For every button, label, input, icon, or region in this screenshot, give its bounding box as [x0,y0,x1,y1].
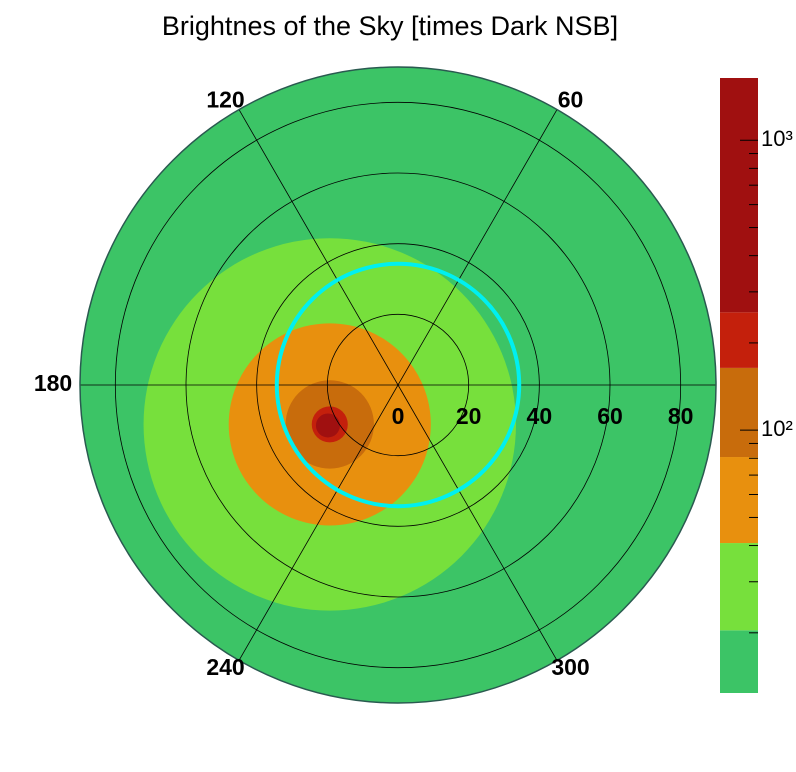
radial-tick-label: 40 [527,403,553,429]
angle-tick-label: 300 [551,654,589,680]
radial-tick-label: 80 [668,403,694,429]
radial-tick-label: 0 [392,403,405,429]
colorbar-band [720,543,758,631]
colorbar-band [720,312,758,368]
outer-border [79,66,717,704]
colorbar-tick-label: 10³ [761,126,793,151]
grid-spoke [238,384,399,661]
zenith-circle [274,261,522,509]
angle-tick-label: 60 [558,86,584,112]
colorbar-band [720,630,758,693]
angle-tick-label: 240 [206,654,244,680]
chart-title: Brightnes of the Sky [times Dark NSB] [162,11,618,41]
contour-region [315,413,340,438]
grid-spoke [397,384,558,661]
colorbar-band [720,457,758,544]
colorbar-band [720,367,758,458]
angle-tick-label: 120 [206,86,244,112]
grid-spoke [397,109,558,386]
angle-tick-label: 180 [34,370,72,396]
radial-tick-label: 20 [456,403,482,429]
grid-spoke [238,109,399,386]
radial-tick-label: 60 [597,403,623,429]
colorbar-band [720,78,758,313]
colorbar-tick-label: 10² [761,416,793,441]
